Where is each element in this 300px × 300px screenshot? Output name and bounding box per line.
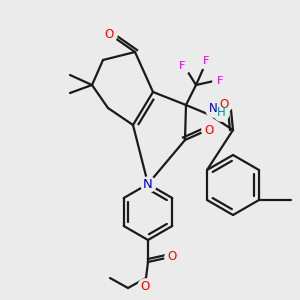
Text: O: O [219, 98, 229, 110]
Text: N: N [208, 103, 217, 116]
Text: F: F [179, 61, 185, 71]
Text: O: O [104, 28, 114, 40]
Text: O: O [140, 280, 150, 292]
Text: F: F [203, 56, 209, 66]
Text: N: N [143, 178, 153, 190]
Text: O: O [204, 124, 214, 136]
Text: O: O [167, 250, 177, 263]
Text: F: F [217, 76, 223, 86]
Text: H: H [217, 106, 225, 119]
